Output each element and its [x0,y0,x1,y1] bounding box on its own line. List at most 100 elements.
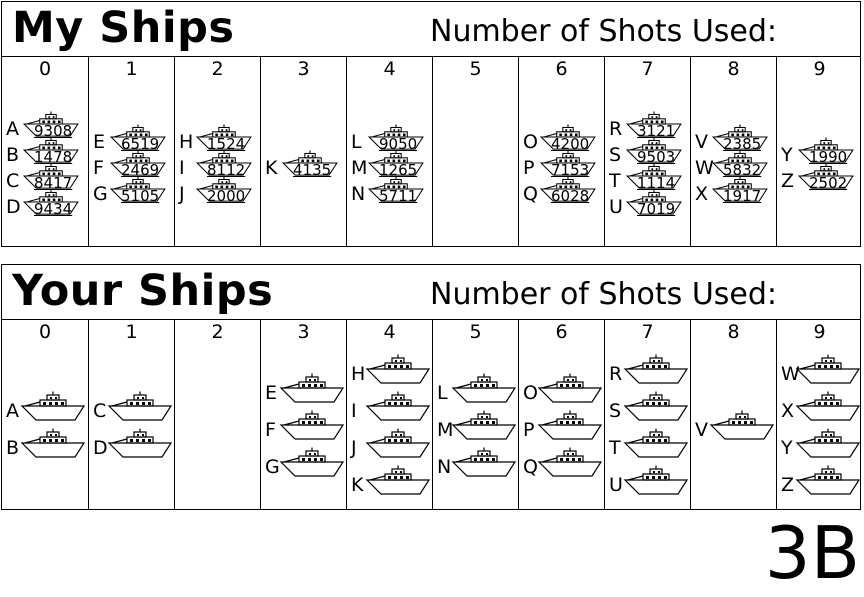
ship-o[interactable]: O [523,373,603,410]
ship-t[interactable]: T 1114 [609,163,689,192]
ship-letter: B [6,437,20,459]
ship-v[interactable]: V [695,410,775,447]
ship-w[interactable]: W [781,354,861,391]
ship-j[interactable]: J 2000 [179,176,259,204]
ship-letter: E [265,381,278,404]
column-8: 8 V 2385 W 5832 X 1917 [690,57,776,246]
ship-f[interactable]: F [265,410,345,447]
ship-s[interactable]: S [609,391,689,428]
ship-y[interactable]: Y 1990 [781,137,861,165]
column-number: 7 [641,321,654,343]
sheet-code: 3B [764,511,860,595]
ship-code: 5105 [121,187,160,205]
ship-letter: N [437,455,452,478]
column-number: 0 [38,321,52,343]
ship-icon [365,391,431,421]
ship-icon [109,124,166,150]
ship-v[interactable]: V 2385 [695,124,775,152]
ship-letter: W [781,363,800,385]
ship-g[interactable]: G 5105 [93,176,173,205]
your-ships-header: Your Ships Number of Shots Used: [2,265,860,320]
ship-icon [279,410,345,440]
ship-icon [711,176,768,202]
ship-icon [625,189,682,215]
ship-r[interactable]: R 3121 [609,111,689,140]
ship-icon [195,176,252,202]
ship-letter: R [609,363,623,385]
ship-l[interactable]: L [437,373,517,410]
ship-code: 6028 [551,187,590,205]
ship-u[interactable]: U [609,465,689,502]
ship-icon [451,447,517,477]
ship-i[interactable]: I [351,391,431,428]
column-number: 9 [813,58,826,80]
ship-icon [625,137,682,163]
ship-e[interactable]: E [265,373,345,410]
column-number: 0 [38,58,52,80]
ship-c[interactable]: C 8417 [6,163,86,191]
ship-o[interactable]: O 4200 [523,124,603,153]
ship-icon [795,465,861,495]
ship-t[interactable]: T [609,428,689,465]
ship-p[interactable]: P [523,410,603,447]
ship-q[interactable]: Q [523,447,603,484]
ship-y[interactable]: Y [781,428,861,465]
ship-a[interactable]: A 9308 [6,111,86,139]
ship-h[interactable]: H [351,354,431,391]
ship-c[interactable]: C [93,391,173,428]
ship-code: 1114 [637,174,676,192]
ship-icon [279,447,345,477]
ship-n[interactable]: N 5711 [351,176,431,204]
ship-icon [365,428,431,458]
ship-code: 4135 [293,161,332,179]
ship-p[interactable]: P 7153 [523,150,603,178]
ship-letter: S [609,144,622,166]
ship-m[interactable]: M [437,410,517,447]
ship-i[interactable]: I 8112 [179,150,259,179]
ship-j[interactable]: J [351,428,431,465]
ship-d[interactable]: D [93,428,173,465]
ship-h[interactable]: H 1524 [179,124,259,152]
ship-k[interactable]: K 4135 [265,150,345,179]
column-number: 6 [555,321,568,343]
ship-e[interactable]: E 6519 [93,124,173,152]
ship-letter: Z [781,474,795,496]
ship-icon [623,391,689,421]
ship-z[interactable]: Z 2502 [781,163,861,191]
ship-a[interactable]: A [6,391,86,428]
ship-n[interactable]: N [437,447,517,484]
column-number: 1 [125,58,138,80]
ship-x[interactable]: X [781,391,861,428]
ship-x[interactable]: X 1917 [695,176,775,204]
ship-s[interactable]: S 9503 [609,137,689,166]
ship-z[interactable]: Z [781,465,861,502]
ship-m[interactable]: M 1265 [351,150,431,179]
ship-letter: O [523,131,538,153]
column-number: 4 [383,321,396,343]
ship-letter: G [265,455,280,478]
ship-u[interactable]: U 7019 [609,189,689,217]
ship-g[interactable]: G [265,447,345,484]
column-3: 3 K 4135 [260,57,346,246]
ship-icon [795,391,861,421]
ship-d[interactable]: D 9434 [6,189,86,217]
column-number: 3 [297,321,310,343]
ship-letter: M [351,157,368,179]
column-number: 6 [555,58,568,80]
ship-q[interactable]: Q 6028 [523,176,603,205]
ship-b[interactable]: B 1478 [6,137,86,165]
ship-letter: R [609,118,623,140]
ship-w[interactable]: W 5832 [695,150,775,178]
my-ships-header: My Ships Number of Shots Used: [2,2,860,57]
ship-b[interactable]: B [6,428,86,465]
ship-icon [625,163,682,189]
ship-icon [539,150,596,176]
ship-k[interactable]: K [351,465,431,502]
ship-r[interactable]: R [609,354,689,391]
ship-code: 8112 [207,161,246,179]
ship-f[interactable]: F 2469 [93,150,173,178]
ship-letter: J [351,437,357,459]
ship-l[interactable]: L 9050 [351,124,431,152]
